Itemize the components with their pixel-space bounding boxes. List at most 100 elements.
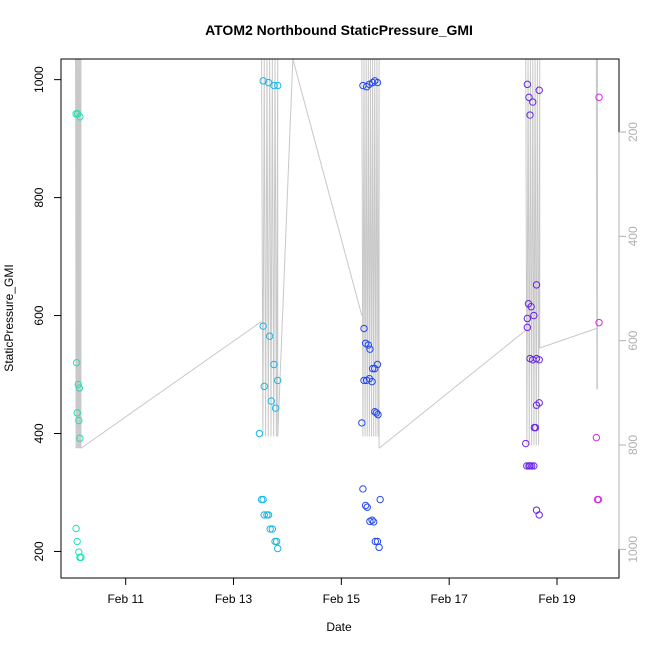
data-point: [360, 376, 368, 385]
transit-line: [539, 328, 597, 349]
transit-lines: [80, 58, 597, 449]
data-point: [260, 511, 268, 519]
x-tick-label: Feb 17: [430, 592, 468, 606]
data-point: [265, 332, 274, 340]
data-point: [535, 399, 543, 407]
x-axis-label: Date: [326, 620, 352, 634]
y-right-tick-label: 600: [626, 330, 640, 350]
data-point: [270, 360, 278, 369]
data-point: [373, 78, 382, 87]
y-right-tick-label: 400: [626, 226, 640, 246]
x-axis: Feb 11 Feb 13 Feb 15 Feb 17 Feb 19: [107, 577, 576, 606]
profile-line: [595, 58, 598, 390]
data-point: [271, 404, 280, 412]
data-point: [372, 409, 381, 417]
profile-line: [361, 58, 380, 449]
data-point: [72, 359, 81, 367]
data-point: [522, 439, 530, 448]
data-point: [368, 78, 377, 87]
data-point: [527, 462, 536, 470]
data-point: [368, 364, 377, 373]
data-point: [76, 113, 84, 121]
data-point: [532, 281, 541, 289]
data-point: [75, 384, 84, 392]
data-point: [374, 410, 382, 419]
data-point: [376, 495, 384, 504]
y-tick-label: 400: [32, 423, 46, 443]
x-tick-label: Feb 13: [215, 592, 253, 606]
data-point: [259, 322, 267, 330]
y-axis-right: 200 400 600 800 1000: [618, 122, 640, 563]
data-point: [268, 525, 277, 533]
data-point: [76, 434, 84, 442]
data-point: [523, 323, 532, 332]
x-tick-label: Feb 15: [323, 592, 361, 606]
data-point: [255, 429, 264, 438]
data-point: [595, 318, 603, 327]
data-point: [259, 495, 267, 504]
data-point: [375, 543, 383, 552]
data-point: [368, 377, 376, 386]
data-point: [369, 518, 378, 526]
data-point: [523, 314, 532, 323]
data-point: [359, 485, 367, 493]
data-point: [363, 503, 371, 511]
y-tick-label: 200: [32, 541, 46, 561]
data-points: [72, 77, 603, 562]
data-point: [368, 516, 376, 524]
data-point: [523, 80, 532, 89]
data-point: [595, 93, 603, 102]
data-point: [75, 416, 83, 425]
y-axis-label: StaticPressure_GMI: [2, 264, 16, 371]
data-point: [272, 537, 281, 546]
data-point: [73, 409, 81, 417]
data-point: [260, 382, 268, 391]
data-point: [270, 81, 278, 90]
data-point: [526, 111, 534, 119]
y-right-tick-label: 800: [626, 435, 640, 455]
y-tick-label: 800: [32, 187, 46, 207]
data-point: [529, 98, 537, 106]
data-point: [360, 324, 368, 333]
data-point: [531, 423, 540, 432]
data-point: [267, 397, 275, 405]
data-point: [274, 376, 282, 385]
y-right-tick-label: 1000: [626, 536, 640, 563]
data-point: [266, 525, 274, 533]
transit-line: [292, 58, 363, 316]
data-point: [592, 433, 601, 442]
data-point: [530, 462, 538, 470]
data-point: [264, 511, 273, 519]
data-point: [535, 356, 543, 364]
data-point: [523, 462, 531, 470]
data-point: [274, 81, 282, 90]
data-point: [359, 81, 367, 90]
data-point: [358, 419, 366, 427]
leg-lines: [75, 58, 598, 449]
y-right-tick-label: 200: [626, 122, 640, 142]
data-point: [73, 537, 81, 546]
data-point: [373, 360, 382, 369]
profile-line: [261, 58, 279, 437]
profile-line: [525, 58, 541, 446]
data-point: [535, 86, 543, 94]
data-point: [77, 553, 85, 562]
y-tick-label: 1000: [32, 66, 46, 93]
data-point: [259, 77, 267, 85]
data-point: [535, 511, 543, 519]
data-point: [364, 341, 373, 349]
x-tick-label: Feb 19: [538, 592, 576, 606]
data-point: [361, 501, 370, 510]
y-tick-label: 600: [32, 305, 46, 325]
data-point: [74, 380, 82, 389]
data-point: [371, 537, 380, 546]
transit-line: [378, 329, 527, 449]
transit-line: [80, 321, 262, 449]
x-tick-label: Feb 11: [107, 592, 144, 606]
y-axis-left: 200 400 600 800 1000: [32, 66, 62, 561]
data-point: [274, 544, 282, 553]
data-point: [72, 524, 80, 533]
data-point: [366, 345, 374, 353]
data-point: [594, 495, 603, 504]
